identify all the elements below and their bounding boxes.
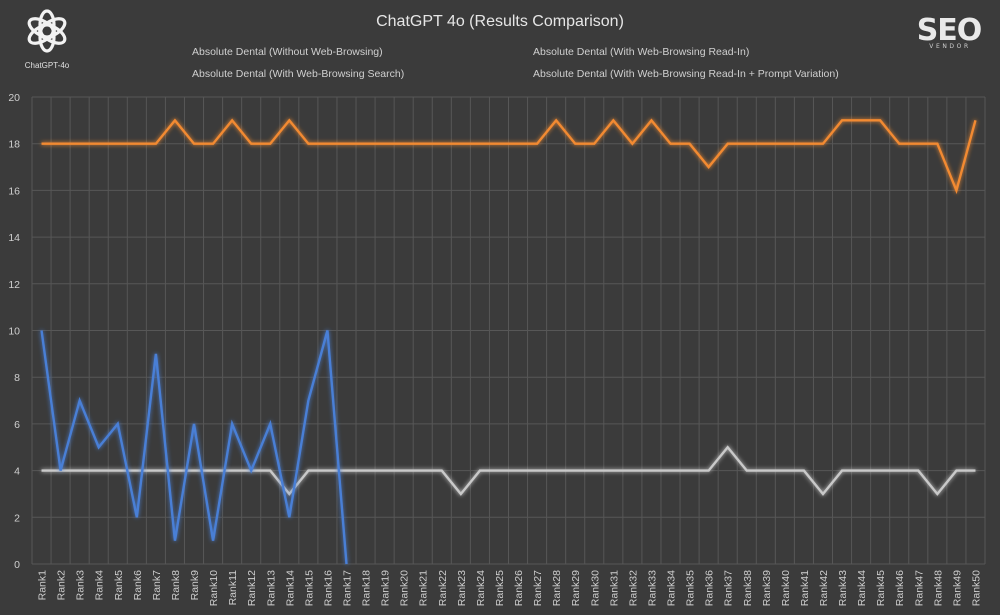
x-tick-label: Rank13	[265, 570, 277, 606]
x-tick-label: Rank50	[970, 570, 982, 606]
x-tick-label: Rank36	[704, 570, 716, 606]
y-tick-label: 12	[8, 279, 20, 291]
x-tick-label: Rank24	[475, 570, 487, 606]
x-tick-label: Rank48	[932, 570, 944, 606]
grid	[31, 96, 986, 565]
x-tick-label: Rank10	[208, 570, 220, 606]
x-axis: Rank1 Rank2 Rank3 Rank4 Rank5 Rank6 Rank7 Rank8…	[37, 570, 983, 606]
x-tick-label: Rank18	[361, 570, 373, 606]
openai-logo-icon	[27, 9, 67, 53]
x-tick-label: Rank2	[56, 570, 68, 601]
x-tick-label: Rank20	[399, 570, 411, 606]
x-tick-label: Rank4	[94, 570, 106, 601]
series-line-2	[41, 118, 977, 195]
y-tick-label: 4	[14, 466, 20, 478]
x-tick-label: Rank46	[894, 570, 906, 606]
series-line-1	[40, 330, 348, 565]
y-tick-label: 10	[8, 326, 20, 338]
x-tick-label: Rank9	[189, 570, 201, 601]
x-tick-label: Rank26	[513, 570, 525, 606]
x-tick-label: Rank22	[437, 570, 449, 606]
x-tick-label: Rank42	[818, 570, 830, 606]
y-tick-label: 0	[14, 559, 20, 571]
x-tick-label: Rank49	[951, 570, 963, 606]
chart-title: ChatGPT 4o (Results Comparison)	[376, 13, 624, 30]
x-tick-label: Rank12	[246, 570, 258, 606]
x-tick-label: Rank15	[303, 570, 315, 606]
y-axis: 0 2 4 6 8 10 12 14 16 18 20	[8, 92, 20, 571]
x-tick-label: Rank14	[284, 570, 296, 606]
x-tick-label: Rank21	[418, 570, 430, 606]
x-tick-label: Rank5	[113, 570, 125, 601]
series-layer	[40, 118, 977, 566]
brand-logo: SEO	[917, 13, 982, 48]
x-tick-label: Rank29	[570, 570, 582, 606]
x-tick-label: Rank47	[913, 570, 925, 606]
x-tick-label: Rank35	[685, 570, 697, 606]
legend-label: Absolute Dental (With Web-Browsing Read-…	[533, 46, 749, 58]
x-tick-label: Rank30	[589, 570, 601, 606]
x-tick-label: Rank38	[742, 570, 754, 606]
x-tick-label: Rank25	[494, 570, 506, 606]
x-tick-label: Rank8	[170, 570, 182, 601]
x-tick-label: Rank34	[666, 570, 678, 606]
x-tick-label: Rank7	[151, 570, 163, 601]
x-tick-label: Rank17	[341, 570, 353, 606]
x-tick-label: Rank16	[322, 570, 334, 606]
x-tick-label: Rank39	[761, 570, 773, 606]
y-tick-label: 8	[14, 372, 20, 384]
y-tick-label: 18	[8, 139, 20, 151]
logo-caption: ChatGPT-4o	[25, 61, 70, 70]
y-tick-label: 2	[14, 512, 20, 524]
x-tick-label: Rank11	[227, 570, 239, 606]
x-tick-label: Rank6	[132, 570, 144, 601]
y-tick-label: 16	[8, 185, 20, 197]
series-line-3	[41, 445, 976, 496]
x-tick-label: Rank41	[799, 570, 811, 606]
x-tick-label: Rank27	[532, 570, 544, 606]
x-tick-label: Rank43	[837, 570, 849, 606]
y-tick-label: 20	[8, 92, 20, 104]
legend: Absolute Dental (Without Web-Browsing) Ab…	[162, 46, 839, 80]
x-tick-label: Rank31	[608, 570, 620, 606]
legend-label: Absolute Dental (With Web-Browsing Searc…	[192, 68, 404, 80]
y-tick-label: 6	[14, 419, 20, 431]
y-tick-label: 14	[8, 232, 20, 244]
x-tick-label: Rank3	[75, 570, 87, 601]
x-tick-label: Rank33	[646, 570, 658, 606]
x-tick-label: Rank45	[875, 570, 887, 606]
x-tick-label: Rank23	[456, 570, 468, 606]
legend-label: Absolute Dental (Without Web-Browsing)	[192, 46, 383, 58]
x-tick-label: Rank37	[723, 570, 735, 606]
x-tick-label: Rank19	[380, 570, 392, 606]
x-tick-label: Rank32	[627, 570, 639, 606]
x-tick-label: Rank44	[856, 570, 868, 606]
x-tick-label: Rank28	[551, 570, 563, 606]
x-tick-label: Rank40	[780, 570, 792, 606]
brand-logo-sub: VENDOR	[929, 43, 971, 50]
x-tick-label: Rank1	[37, 570, 49, 601]
legend-label: Absolute Dental (With Web-Browsing Read-…	[533, 68, 839, 80]
